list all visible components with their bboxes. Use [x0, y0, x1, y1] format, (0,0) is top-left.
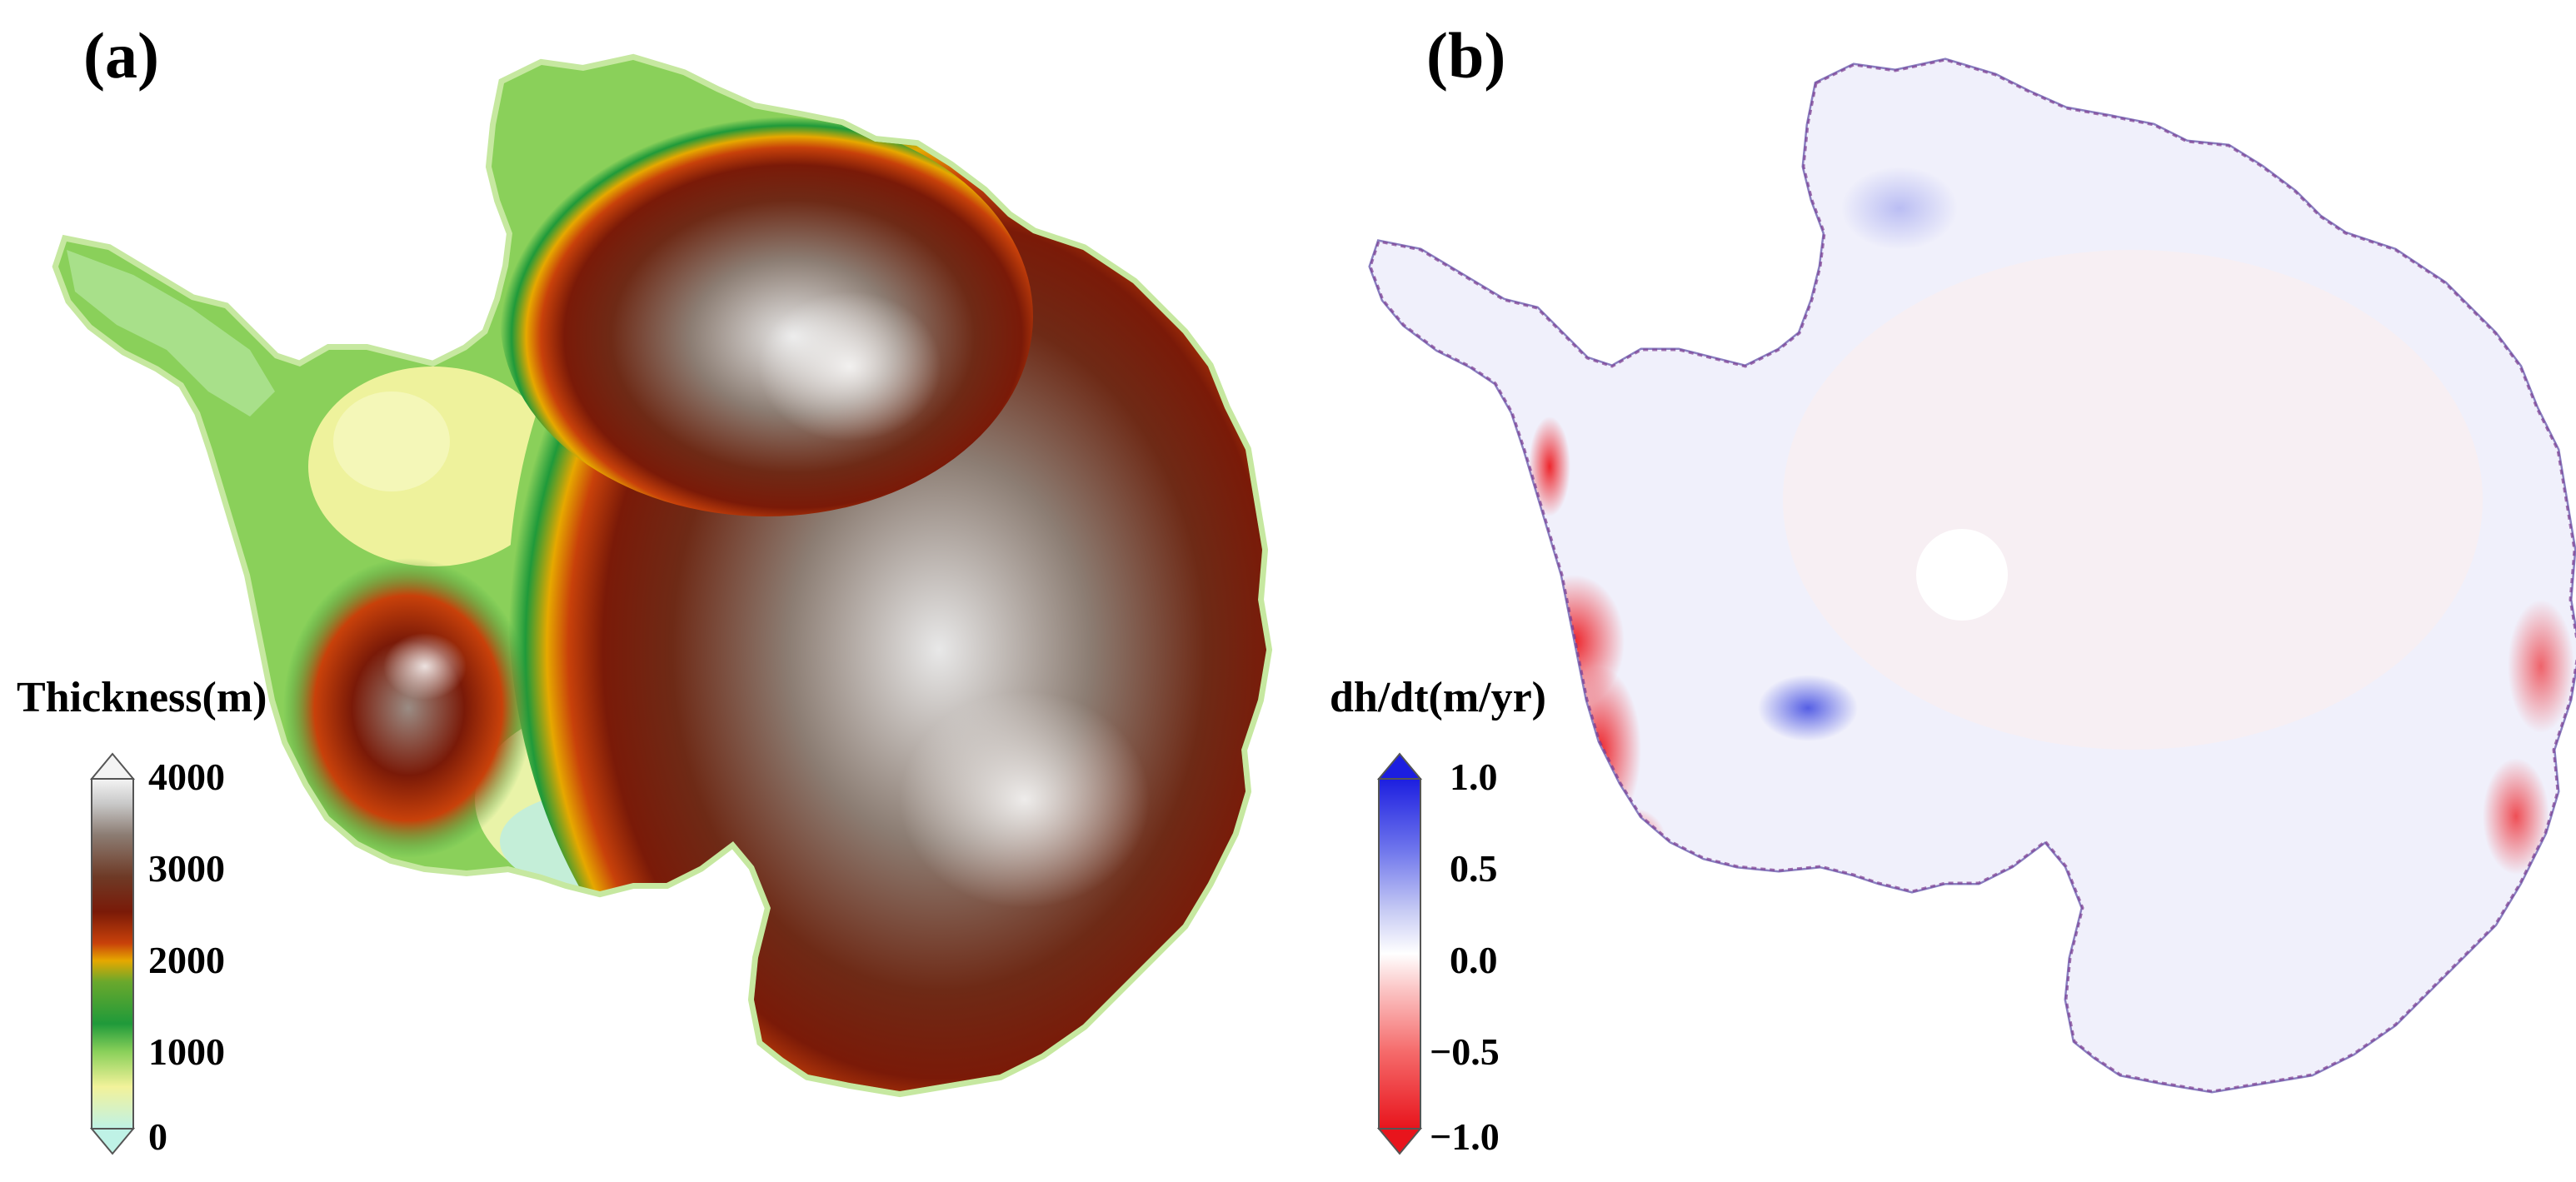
- thickness-tick-label: 4000: [148, 756, 225, 798]
- thickness-tick-label: 2000: [148, 939, 225, 981]
- dhdt-map: [1312, 0, 2576, 1182]
- dhdt-tick-label: −1.0: [1430, 1115, 1500, 1158]
- thickness-colorbar: [89, 752, 136, 1155]
- dhdt-tick-label: −0.5: [1430, 1030, 1500, 1073]
- panel-label-a: (a): [83, 19, 159, 92]
- dhdt-colorbar: [1376, 752, 1423, 1155]
- thickness-tick-label: 1000: [148, 1030, 225, 1073]
- dhdt-tick-label: 0.0: [1450, 939, 1498, 981]
- thickness-colorbar-title: Thickness(m): [17, 674, 267, 721]
- dhdt-tick-label: 1.0: [1450, 756, 1498, 798]
- thickness-tick-label: 0: [148, 1115, 167, 1158]
- thickness-tick-label: 3000: [148, 847, 225, 890]
- panel-label-b: (b): [1426, 19, 1506, 92]
- dhdt-colorbar-title: dh/dt(m/yr): [1330, 674, 1546, 721]
- thickness-map: [0, 0, 1333, 1182]
- dhdt-tick-label: 0.5: [1450, 847, 1498, 890]
